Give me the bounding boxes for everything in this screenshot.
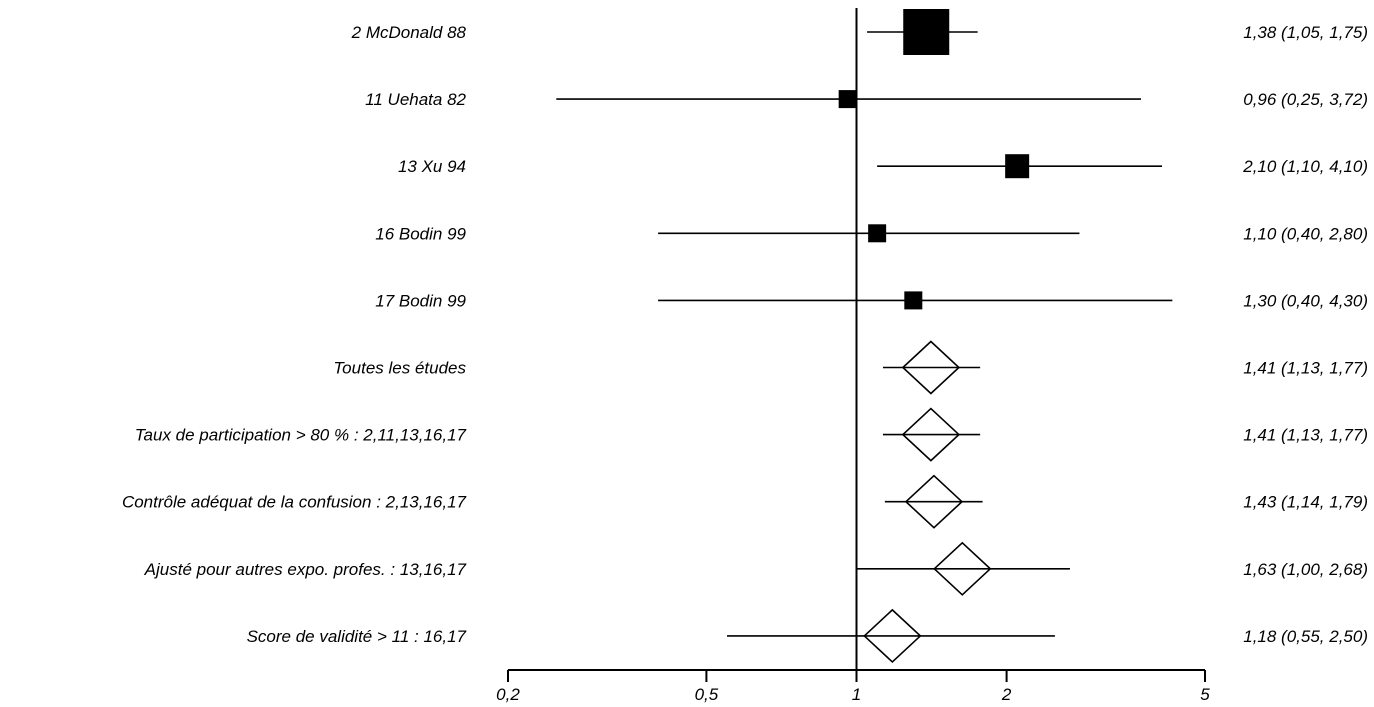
summary-diamond bbox=[904, 474, 964, 529]
x-tick-label: 5 bbox=[1200, 685, 1210, 704]
forest-row: 16 Bodin 99 1,10 (0,40, 2,80) bbox=[375, 224, 1368, 243]
row-label: Contrôle adéquat de la confusion : 2,13,… bbox=[122, 493, 467, 512]
x-tick-label: 1 bbox=[852, 685, 861, 704]
summary-diamond bbox=[901, 407, 961, 462]
row-label: Toutes les études bbox=[333, 359, 466, 378]
row-label: 17 Bodin 99 bbox=[375, 291, 466, 310]
point-estimate-square bbox=[904, 291, 923, 310]
estimate-text: 1,41 (1,13, 1,77) bbox=[1243, 359, 1368, 378]
summary-diamond bbox=[901, 340, 961, 395]
row-label: Taux de participation > 80 % : 2,11,13,1… bbox=[135, 426, 467, 445]
estimate-text: 1,43 (1,14, 1,79) bbox=[1243, 493, 1368, 512]
forest-row: Score de validité > 11 : 16,17 1,18 (0,55… bbox=[247, 608, 1368, 663]
forest-row: 17 Bodin 99 1,30 (0,40, 4,30) bbox=[375, 291, 1368, 310]
row-label: Ajusté pour autres expo. profes. : 13,16… bbox=[144, 560, 467, 579]
estimate-text: 1,10 (0,40, 2,80) bbox=[1243, 224, 1368, 243]
row-label: 11 Uehata 82 bbox=[365, 90, 466, 109]
row-label: 2 McDonald 88 bbox=[351, 23, 467, 42]
forest-row: 11 Uehata 82 0,96 (0,25, 3,72) bbox=[365, 90, 1368, 109]
rows-layer: 2 McDonald 88 1,38 (1,05, 1,75) 11 Uehata … bbox=[122, 8, 1368, 670]
estimate-text: 1,38 (1,05, 1,75) bbox=[1243, 23, 1368, 42]
x-axis: 0,2 0,5 1 2 5 bbox=[496, 669, 1210, 704]
forest-row: Ajusté pour autres expo. profes. : 13,16… bbox=[144, 541, 1368, 596]
forest-row: Contrôle adéquat de la confusion : 2,13,… bbox=[122, 474, 1368, 529]
point-estimate-square bbox=[838, 90, 857, 109]
x-tick-label: 0,2 bbox=[496, 685, 520, 704]
estimate-text: 1,41 (1,13, 1,77) bbox=[1243, 426, 1368, 445]
estimate-text: 1,63 (1,00, 2,68) bbox=[1243, 560, 1368, 579]
estimate-text: 2,10 (1,10, 4,10) bbox=[1242, 157, 1368, 176]
estimate-text: 0,96 (0,25, 3,72) bbox=[1243, 90, 1368, 109]
row-label: 13 Xu 94 bbox=[398, 157, 466, 176]
estimate-text: 1,18 (0,55, 2,50) bbox=[1243, 627, 1368, 646]
row-label: Score de validité > 11 : 16,17 bbox=[247, 627, 467, 646]
x-tick-label: 0,5 bbox=[695, 685, 719, 704]
estimate-text: 1,30 (0,40, 4,30) bbox=[1243, 291, 1368, 310]
summary-diamond bbox=[863, 608, 922, 663]
point-estimate-square bbox=[903, 9, 950, 55]
summary-diamond bbox=[933, 541, 992, 596]
point-estimate-square bbox=[1005, 154, 1030, 179]
row-label: 16 Bodin 99 bbox=[375, 224, 466, 243]
point-estimate-square bbox=[868, 224, 887, 243]
x-tick-label: 2 bbox=[1001, 685, 1012, 704]
forest-row: 13 Xu 94 2,10 (1,10, 4,10) bbox=[398, 154, 1368, 179]
forest-row: Toutes les études 1,41 (1,13, 1,77) bbox=[333, 340, 1368, 395]
forest-row: 2 McDonald 88 1,38 (1,05, 1,75) bbox=[351, 9, 1368, 55]
forest-row: Taux de participation > 80 % : 2,11,13,1… bbox=[135, 407, 1368, 462]
